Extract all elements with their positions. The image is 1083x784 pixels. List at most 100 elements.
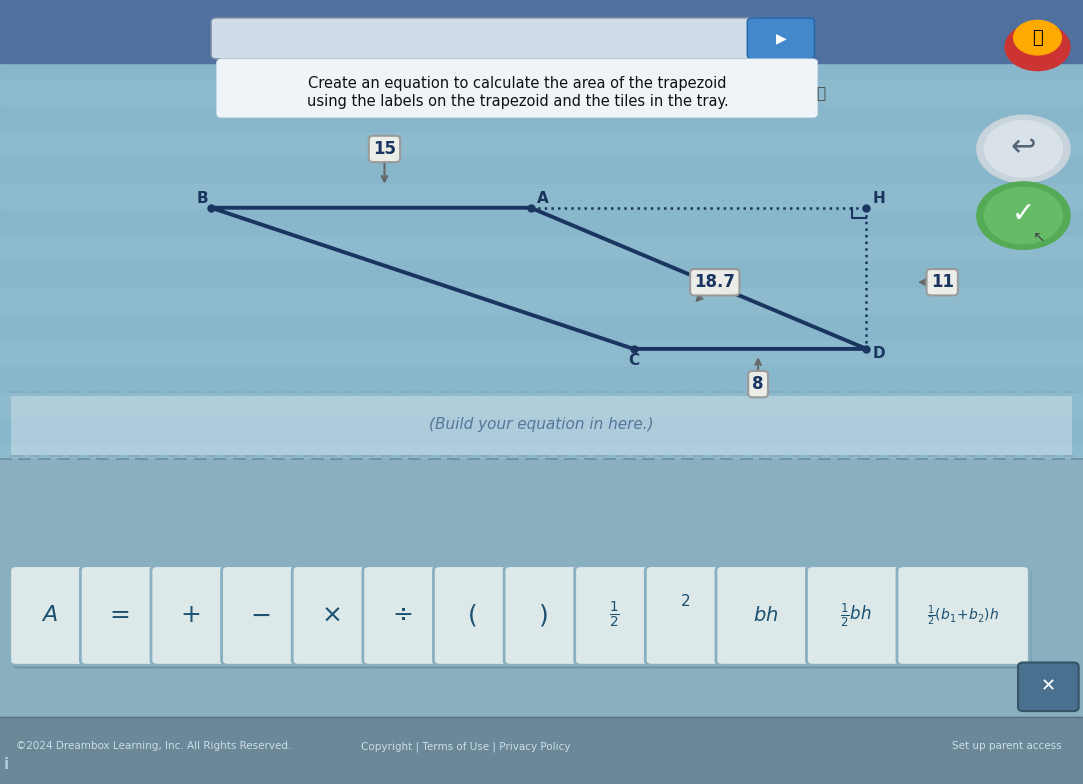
FancyBboxPatch shape: [365, 569, 444, 668]
Text: 🔊: 🔊: [817, 86, 825, 102]
FancyBboxPatch shape: [648, 569, 727, 668]
Text: $\frac{1}{2}bh$: $\frac{1}{2}bh$: [840, 602, 872, 629]
Text: Set up parent access: Set up parent access: [952, 742, 1061, 751]
FancyBboxPatch shape: [363, 566, 442, 665]
FancyBboxPatch shape: [747, 18, 814, 59]
Text: A: A: [537, 191, 549, 206]
Bar: [0, 717, 1083, 784]
Circle shape: [977, 115, 1070, 183]
Text: $\frac{1}{2}(b_1\!+\!b_2)h$: $\frac{1}{2}(b_1\!+\!b_2)h$: [927, 603, 1000, 628]
Text: ): ): [539, 604, 549, 627]
Bar: [0, 339, 1083, 366]
FancyBboxPatch shape: [292, 566, 371, 665]
Bar: [0, 523, 1083, 549]
Bar: [0, 314, 1083, 339]
FancyBboxPatch shape: [217, 59, 818, 118]
Text: 18.7: 18.7: [694, 274, 735, 291]
Circle shape: [984, 187, 1062, 244]
Text: 8: 8: [753, 376, 764, 393]
Text: ✓: ✓: [1012, 200, 1035, 228]
Bar: [0, 0, 1083, 63]
FancyBboxPatch shape: [153, 569, 233, 668]
FancyBboxPatch shape: [718, 569, 818, 668]
Bar: [0, 53, 1083, 78]
Bar: [0, 459, 1083, 717]
Text: ↖: ↖: [1033, 229, 1046, 245]
Bar: [0, 366, 1083, 392]
Text: 💡: 💡: [1032, 29, 1043, 46]
Circle shape: [1014, 20, 1061, 55]
FancyBboxPatch shape: [716, 566, 815, 665]
Bar: [0, 157, 1083, 183]
Bar: [0, 26, 1083, 53]
Circle shape: [984, 121, 1062, 177]
FancyBboxPatch shape: [224, 569, 303, 668]
Text: =: =: [109, 604, 130, 627]
Bar: [0, 549, 1083, 575]
FancyBboxPatch shape: [577, 569, 656, 668]
Bar: [0, 418, 1083, 445]
Text: C: C: [628, 353, 639, 368]
FancyBboxPatch shape: [80, 566, 159, 665]
Bar: [0, 601, 1083, 627]
Text: ©2024 Dreambox Learning, Inc. All Rights Reserved.: ©2024 Dreambox Learning, Inc. All Rights…: [16, 742, 291, 751]
Text: (Build your equation in here.): (Build your equation in here.): [429, 417, 654, 433]
Text: ×: ×: [322, 604, 342, 627]
Bar: [0, 235, 1083, 261]
FancyBboxPatch shape: [809, 569, 908, 668]
Bar: [0, 680, 1083, 706]
Bar: [0, 0, 1083, 26]
Text: B: B: [197, 191, 209, 206]
Text: H: H: [873, 191, 886, 206]
Text: $\frac{1}{2}$: $\frac{1}{2}$: [609, 601, 619, 630]
FancyBboxPatch shape: [435, 569, 514, 668]
FancyBboxPatch shape: [575, 566, 654, 665]
Text: ÷: ÷: [392, 604, 413, 627]
Text: ✕: ✕: [1041, 678, 1056, 695]
FancyBboxPatch shape: [897, 566, 1029, 665]
Bar: [0, 288, 1083, 314]
Text: $A$: $A$: [41, 605, 57, 626]
Bar: [0, 470, 1083, 496]
Bar: [0, 261, 1083, 288]
FancyBboxPatch shape: [504, 566, 584, 665]
Text: 11: 11: [930, 274, 954, 291]
Bar: [0, 758, 1083, 784]
Text: (: (: [468, 604, 478, 627]
Bar: [0, 78, 1083, 104]
Bar: [0, 392, 1083, 418]
FancyBboxPatch shape: [807, 566, 905, 665]
Text: −: −: [251, 604, 272, 627]
Circle shape: [977, 182, 1070, 249]
Text: $2$: $2$: [680, 593, 690, 609]
Text: using the labels on the trapezoid and the tiles in the tray.: using the labels on the trapezoid and th…: [306, 94, 729, 110]
Bar: [11, 396, 1072, 455]
Bar: [0, 706, 1083, 731]
Text: Copyright | Terms of Use | Privacy Policy: Copyright | Terms of Use | Privacy Polic…: [361, 741, 571, 752]
FancyBboxPatch shape: [1018, 662, 1079, 711]
Bar: [0, 183, 1083, 209]
Text: i: i: [4, 757, 9, 772]
FancyBboxPatch shape: [433, 566, 512, 665]
FancyBboxPatch shape: [12, 569, 91, 668]
FancyBboxPatch shape: [82, 569, 161, 668]
Bar: [0, 496, 1083, 523]
FancyBboxPatch shape: [151, 566, 231, 665]
Text: ↩: ↩: [1010, 133, 1036, 162]
Circle shape: [1005, 24, 1070, 71]
FancyBboxPatch shape: [645, 566, 725, 665]
Bar: [0, 575, 1083, 601]
Text: Create an equation to calculate the area of the trapezoid: Create an equation to calculate the area…: [309, 76, 727, 92]
FancyBboxPatch shape: [295, 569, 374, 668]
FancyBboxPatch shape: [211, 18, 764, 59]
FancyBboxPatch shape: [222, 566, 301, 665]
Bar: [0, 627, 1083, 653]
FancyBboxPatch shape: [899, 569, 1031, 668]
FancyBboxPatch shape: [10, 566, 89, 665]
FancyBboxPatch shape: [506, 569, 586, 668]
Text: $bh$: $bh$: [753, 606, 779, 625]
Text: D: D: [873, 347, 886, 361]
Bar: [0, 653, 1083, 680]
Bar: [0, 445, 1083, 470]
Text: 15: 15: [373, 140, 396, 158]
